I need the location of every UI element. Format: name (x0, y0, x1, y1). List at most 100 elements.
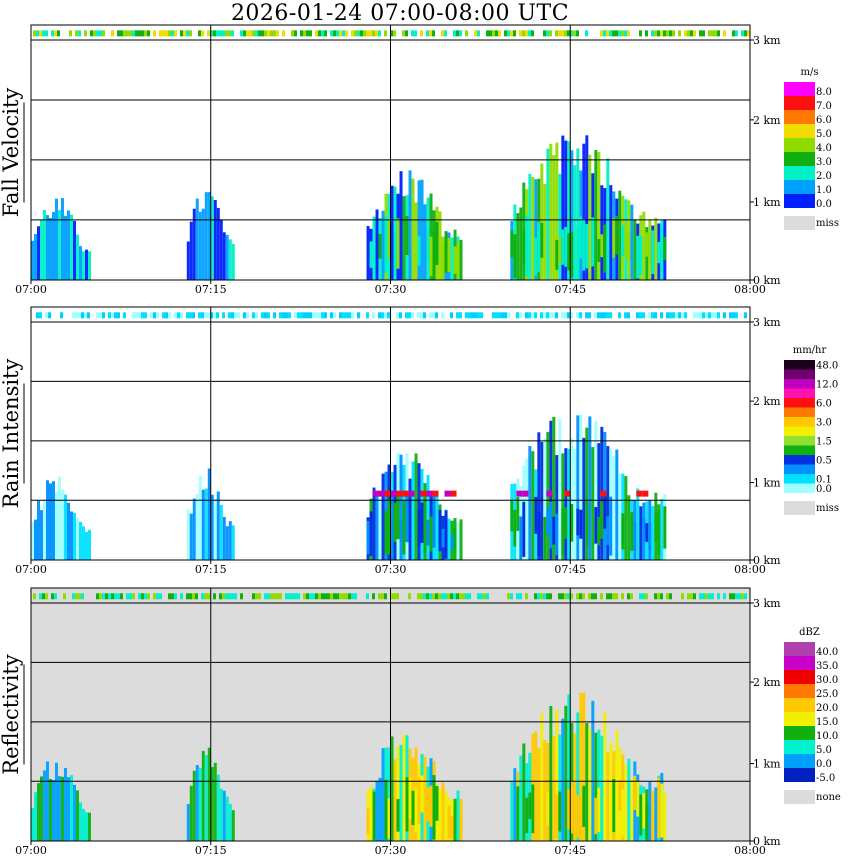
echo-mark (96, 593, 99, 600)
echo-mark (330, 593, 333, 600)
echo-mark (522, 743, 526, 841)
echo-mark (546, 30, 549, 37)
echo-mark (606, 752, 610, 841)
echo-mark (78, 593, 81, 600)
echo-mark (711, 30, 714, 37)
echo-mark (225, 526, 229, 560)
echo-mark (642, 593, 645, 600)
echo-mark (534, 731, 538, 841)
echo-mark (528, 792, 532, 820)
echo-mark (594, 420, 598, 560)
legend-label: 4.0 (816, 143, 832, 154)
echo-mark (456, 312, 459, 319)
echo-mark (543, 30, 546, 37)
echo-mark (591, 700, 595, 841)
echo-mark (111, 30, 114, 37)
echo-mark (555, 312, 558, 319)
legend: dBZ 40.0 35.0 30.0 25.0 20.0 15.0 10.0 5.0 0.0 -5.… (784, 627, 841, 804)
echo-mark (687, 30, 690, 37)
legend-label: 3.0 (816, 418, 832, 429)
echo-mark (588, 312, 591, 319)
legend-swatch (784, 166, 815, 180)
echo-mark (321, 312, 324, 319)
echo-mark (537, 511, 541, 556)
echo-mark (615, 730, 619, 841)
legend-miss-label: none (816, 792, 841, 803)
echo-mark (366, 30, 369, 37)
echo-mark (135, 30, 138, 37)
echo-mark (354, 593, 357, 600)
echo-mark (663, 236, 667, 261)
echo-mark (549, 143, 553, 280)
legend-label: 20.0 (816, 703, 838, 714)
echo-mark (525, 312, 528, 319)
echo-mark (162, 312, 165, 319)
echo-mark (531, 784, 535, 834)
echo-mark (636, 490, 643, 497)
echo-mark (45, 593, 48, 600)
echo-mark (369, 30, 372, 37)
echo-mark (180, 312, 183, 319)
echo-mark (462, 593, 465, 600)
echo-mark (585, 30, 588, 37)
echo-mark (372, 30, 375, 37)
echo-mark (267, 593, 270, 600)
echo-mark (717, 593, 720, 600)
echo-mark (531, 312, 534, 319)
legend-unit: dBZ (799, 627, 820, 638)
echo-mark (453, 30, 456, 37)
echo-mark (228, 593, 231, 600)
echo-mark (141, 593, 144, 600)
echo-mark (276, 30, 279, 37)
echo-mark (390, 736, 394, 841)
echo-mark (324, 593, 327, 600)
echo-mark (645, 804, 649, 839)
echo-mark (414, 787, 418, 833)
legend-swatch (784, 726, 815, 740)
echo-mark (426, 30, 429, 37)
echo-mark (744, 593, 747, 600)
echo-mark (252, 30, 255, 37)
echo-mark (678, 30, 681, 37)
echo-mark (570, 438, 574, 560)
echo-mark (228, 521, 232, 560)
echo-mark (276, 593, 279, 600)
echo-mark (516, 497, 520, 531)
echo-mark (58, 210, 61, 280)
x-tick-label: 07:45 (554, 844, 586, 857)
legend-swatch (784, 194, 815, 208)
echo-mark (447, 593, 450, 600)
echo-mark (468, 593, 471, 600)
echo-mark (123, 312, 126, 319)
echo-mark (264, 30, 267, 37)
echo-mark (699, 312, 702, 319)
echo-mark (186, 30, 189, 37)
echo-mark (52, 211, 55, 280)
echo-mark (708, 593, 711, 600)
echo-mark (519, 312, 522, 319)
echo-mark (609, 787, 613, 829)
echo-mark (621, 513, 625, 550)
echo-mark (576, 30, 579, 37)
echo-mark (582, 692, 586, 841)
echo-mark (609, 312, 612, 319)
echo-mark (519, 207, 523, 280)
echo-mark (489, 30, 492, 37)
echo-mark (666, 30, 669, 37)
echo-mark (375, 209, 379, 280)
echo-mark (651, 312, 654, 319)
echo-mark (714, 30, 717, 37)
echo-mark (555, 709, 559, 841)
echo-mark (600, 234, 604, 258)
echo-mark (387, 499, 391, 555)
echo-mark (129, 30, 132, 37)
echo-mark (582, 785, 586, 827)
echo-mark (585, 224, 589, 269)
echo-mark (198, 475, 202, 560)
echo-mark (432, 593, 435, 600)
echo-mark (198, 30, 201, 37)
echo-mark (375, 494, 379, 560)
echo-mark (570, 30, 573, 37)
echo-mark (195, 494, 199, 560)
echo-mark (684, 312, 687, 319)
